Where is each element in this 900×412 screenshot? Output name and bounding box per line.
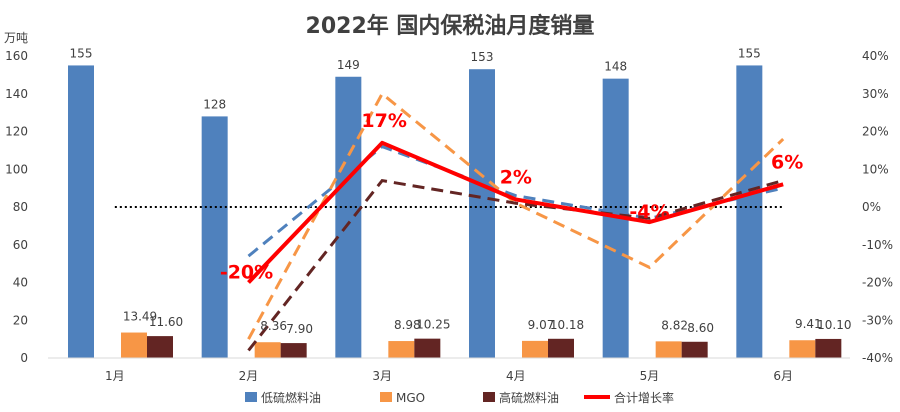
- right-tick-label: -40%: [862, 351, 893, 365]
- bar: [388, 341, 415, 358]
- bar: [414, 338, 441, 358]
- chart-title: 2022年 国内保税油月度销量: [306, 13, 595, 39]
- legend-swatch: [380, 392, 392, 402]
- left-tick-label: 100: [5, 162, 28, 176]
- bar: [201, 116, 228, 359]
- data-label: 9.41: [795, 317, 822, 331]
- data-label: 8.98: [394, 318, 421, 332]
- data-label: 10.10: [817, 318, 851, 332]
- category-label: 3月: [372, 369, 392, 383]
- left-tick-label: 160: [5, 49, 28, 63]
- left-tick-label: 120: [5, 125, 28, 139]
- left-axis: 0 20 40 60 80 100 120 140 160: [5, 49, 28, 365]
- data-label: 153: [471, 50, 494, 64]
- legend-label: 合计增长率: [614, 390, 674, 405]
- right-tick-label: -30%: [862, 313, 893, 327]
- growth-rate-label: 6%: [771, 151, 803, 173]
- bar: [655, 341, 682, 358]
- data-label: 128: [203, 97, 226, 111]
- category-label: 5月: [640, 369, 660, 383]
- bar: [121, 332, 147, 358]
- data-label: 10.18: [550, 318, 584, 332]
- data-labels-group: 155 128 149 153 148 155 13.49 8.36 8.98 9.07 8.82 9…: [70, 46, 852, 336]
- data-label: 8.36: [260, 319, 287, 333]
- right-tick-label: 30%: [862, 87, 889, 101]
- growth-rate-label: 17%: [361, 110, 406, 132]
- bar: [147, 336, 173, 358]
- data-label: 155: [70, 46, 93, 60]
- left-tick-label: 20: [13, 313, 28, 327]
- dashed-growth-line: [247, 178, 784, 352]
- bar: [469, 69, 495, 359]
- data-label: 155: [738, 46, 761, 60]
- bar: [68, 65, 94, 358]
- data-label: 10.25: [416, 318, 450, 332]
- bars-group: [68, 65, 842, 359]
- growth-rate-label: -20%: [220, 262, 273, 284]
- left-tick-label: 0: [20, 351, 28, 365]
- data-label: 7.90: [286, 322, 313, 336]
- left-tick-label: 140: [5, 87, 28, 101]
- category-label: 1月: [105, 369, 125, 383]
- bar: [736, 65, 763, 358]
- data-label: 13.49: [123, 310, 157, 324]
- bar: [548, 338, 574, 358]
- right-tick-label: 40%: [862, 49, 889, 63]
- data-label: 8.82: [661, 318, 688, 332]
- bar: [789, 340, 816, 358]
- legend-label: 高硫燃料油: [499, 390, 559, 405]
- left-tick-label: 40: [13, 276, 28, 290]
- data-label: 11.60: [149, 315, 183, 329]
- bar: [681, 341, 708, 358]
- total-growth-line: [247, 140, 784, 284]
- bar: [254, 342, 281, 358]
- legend-swatch: [245, 392, 257, 402]
- right-tick-label: 0%: [862, 200, 881, 214]
- bar: [815, 338, 842, 358]
- growth-lines-group: [247, 91, 785, 352]
- legend-label: 低硫燃料油: [261, 390, 321, 405]
- bar: [522, 340, 548, 358]
- data-label: 8.60: [687, 321, 714, 335]
- legend-swatch: [483, 392, 495, 402]
- right-tick-label: 20%: [862, 125, 889, 139]
- bar: [280, 343, 307, 358]
- category-label: 2月: [239, 369, 259, 383]
- category-label: 4月: [506, 369, 526, 383]
- left-tick-label: 60: [13, 238, 28, 252]
- legend-label: MGO: [396, 391, 425, 405]
- bar: [335, 76, 362, 358]
- growth-rate-label: 2%: [500, 166, 532, 188]
- y-axis-unit: 万吨: [4, 31, 28, 45]
- data-label: 148: [604, 60, 627, 74]
- data-label: 149: [337, 58, 360, 72]
- data-label: 9.07: [528, 318, 555, 332]
- right-tick-label: -10%: [862, 238, 893, 252]
- right-tick-label: 10%: [862, 162, 889, 176]
- left-tick-label: 80: [13, 200, 28, 214]
- right-tick-label: -20%: [862, 276, 893, 290]
- category-label: 6月: [773, 369, 793, 383]
- right-axis: -40% -30% -20% -10% 0% 10% 20% 30% 40%: [862, 49, 893, 365]
- x-axis: 1月 2月 3月 4月 5月 6月: [48, 357, 850, 383]
- dashed-growth-line: [247, 91, 785, 340]
- growth-rate-label: -4%: [629, 201, 669, 223]
- legend: 低硫燃料油 MGO 高硫燃料油 合计增长率: [245, 390, 674, 405]
